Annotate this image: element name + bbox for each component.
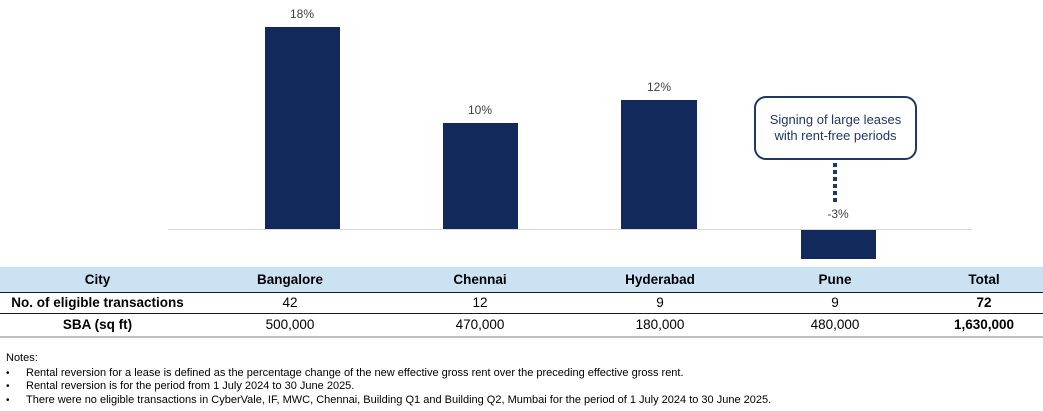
bullet-icon: • [6,367,10,379]
bullet-icon: • [6,381,10,392]
note-item: • Rental reversion is for the period fro… [6,380,1036,394]
col-header-city: City [0,267,195,293]
transactions-bangalore: 42 [195,292,385,314]
data-label-pune: -3% [827,207,849,221]
x-axis-baseline [168,229,972,230]
transactions-hyderabad: 9 [575,292,745,314]
note-text-3: There were no eligible transactions in C… [26,393,772,406]
table-header-row: City Bangalore Chennai Hyderabad Pune To… [0,267,1043,293]
note-text-2: Rental reversion is for the period from … [26,380,355,392]
row-label-transactions: No. of eligible transactions [0,292,195,314]
sba-total: 1,630,000 [925,313,1043,338]
bar-bangalore [265,27,340,229]
data-label-bangalore: 18% [289,7,315,21]
data-label-hyderabad: 12% [646,80,672,94]
bullet-icon: • [6,394,10,406]
transactions-total: 72 [925,292,1043,314]
sba-bangalore: 500,000 [195,313,385,338]
notes-section: Notes: • Rental reversion for a lease is… [6,352,1036,407]
bar-hyderabad [621,100,697,229]
table-row-sba: SBA (sq ft) 500,000 470,000 180,000 480,… [0,313,1043,338]
data-label-chennai: 10% [467,103,493,117]
bar-chennai [443,123,518,229]
row-label-sba: SBA (sq ft) [0,313,195,338]
city-metrics-table: City Bangalore Chennai Hyderabad Pune To… [0,267,1043,338]
col-header-chennai: Chennai [385,267,575,293]
callout-dotted-connector [833,163,837,205]
transactions-pune: 9 [745,292,925,314]
sba-pune: 480,000 [745,313,925,338]
note-item: • Rental reversion for a lease is define… [6,367,1036,381]
bar-pune [801,230,876,259]
col-header-pune: Pune [745,267,925,293]
sba-chennai: 470,000 [385,313,575,338]
table-row-transactions: No. of eligible transactions 42 12 9 9 7… [0,292,1043,314]
rental-reversion-chart: 18% 10% 12% -3% Signing of large leases … [168,7,972,259]
transactions-chennai: 12 [385,292,575,314]
note-text-1: Rental reversion for a lease is defined … [26,366,684,379]
col-header-total: Total [925,267,1043,293]
sba-hyderabad: 180,000 [575,313,745,338]
notes-title: Notes: [6,352,38,364]
annotation-callout-text: Signing of large leases with rent-free p… [769,112,902,143]
note-item: • There were no eligible transactions in… [6,394,1036,408]
col-header-bangalore: Bangalore [195,267,385,293]
annotation-callout: Signing of large leases with rent-free p… [754,96,917,160]
col-header-hyderabad: Hyderabad [575,267,745,293]
